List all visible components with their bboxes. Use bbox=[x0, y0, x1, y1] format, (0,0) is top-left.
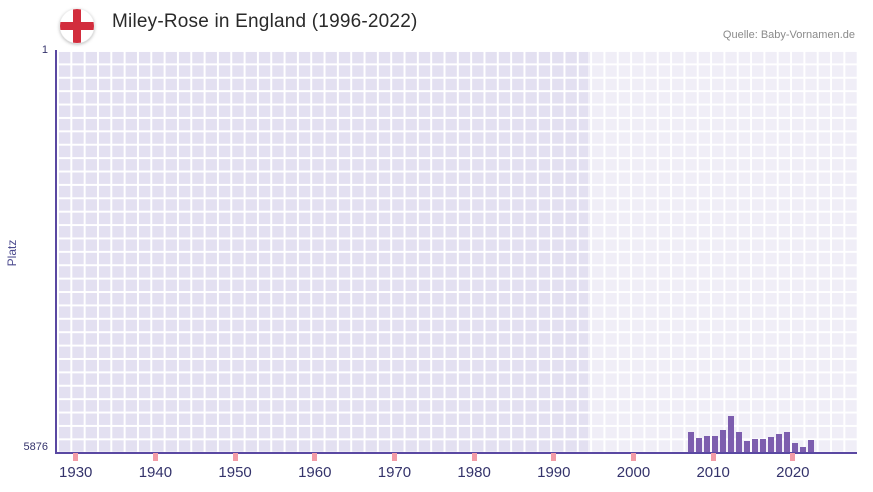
y-tick-label-top: 1 bbox=[41, 44, 48, 56]
x-tick-1990 bbox=[551, 453, 557, 461]
plot-area bbox=[55, 50, 857, 454]
source-attribution: Quelle: Baby-Vornamen.de bbox=[722, 29, 855, 41]
bar-2021 bbox=[799, 447, 806, 452]
bar-2011 bbox=[720, 430, 727, 452]
england-flag-icon bbox=[58, 7, 96, 45]
x-tick-label-1940: 1940 bbox=[138, 464, 173, 481]
x-tick-2010 bbox=[710, 453, 716, 461]
x-tick-label-1990: 1990 bbox=[537, 464, 571, 481]
highlight-band bbox=[587, 50, 857, 452]
chart-title: Miley-Rose in England (1996-2022) bbox=[112, 11, 418, 32]
bar-2009 bbox=[704, 436, 711, 452]
x-tick-label-1980: 1980 bbox=[457, 464, 491, 481]
x-tick-1960 bbox=[312, 453, 318, 461]
bar-2015 bbox=[752, 439, 758, 452]
bar-2022 bbox=[807, 440, 814, 452]
bar-2019 bbox=[783, 432, 790, 452]
bar-2017 bbox=[767, 437, 774, 452]
x-tick-2020 bbox=[790, 453, 796, 461]
bar-2008 bbox=[696, 438, 703, 452]
bar-2020 bbox=[791, 443, 798, 452]
x-tick-label-1950: 1950 bbox=[218, 464, 252, 481]
x-tick-1970 bbox=[391, 453, 397, 461]
y-tick-label-bottom: 5876 bbox=[23, 441, 48, 453]
bar-2012 bbox=[728, 416, 735, 452]
x-tick-label-2020: 2020 bbox=[776, 464, 810, 481]
x-tick-label-1970: 1970 bbox=[377, 464, 412, 481]
y-axis-title: Platz bbox=[5, 239, 19, 267]
x-tick-1940 bbox=[152, 453, 158, 461]
x-tick-1980 bbox=[471, 453, 477, 461]
x-axis: 1930 1940 1950 1960 1970 1980 1990 2000 2010 2020 bbox=[55, 452, 865, 490]
bar-2007 bbox=[688, 432, 695, 452]
x-tick-1930 bbox=[73, 453, 79, 461]
bar-2014 bbox=[744, 441, 751, 452]
x-tick-label-2000: 2000 bbox=[616, 464, 651, 481]
bar-2010 bbox=[712, 436, 719, 452]
bar-2016 bbox=[759, 439, 766, 452]
x-tick-label-1930: 1930 bbox=[59, 464, 93, 481]
bar-2013 bbox=[736, 432, 743, 452]
bar-2018 bbox=[775, 434, 782, 452]
x-tick-label-1960: 1960 bbox=[298, 464, 332, 481]
x-tick-label-2010: 2010 bbox=[696, 464, 730, 481]
x-tick-2000 bbox=[630, 453, 636, 461]
x-tick-1950 bbox=[232, 453, 238, 461]
